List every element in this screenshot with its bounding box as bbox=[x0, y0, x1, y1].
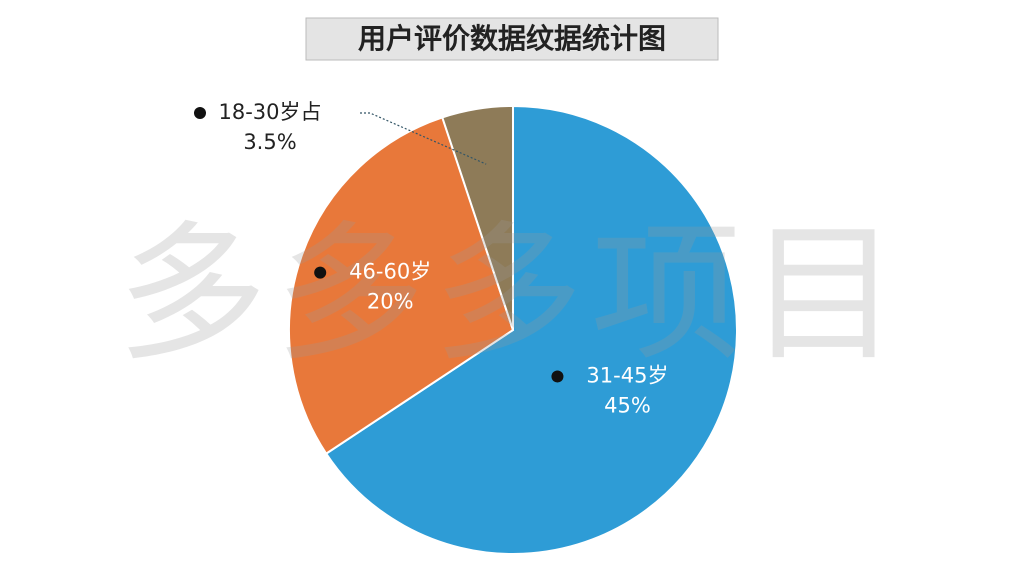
title-box bbox=[305, 17, 719, 61]
pie bbox=[288, 104, 738, 555]
value-label: 45% bbox=[604, 393, 651, 417]
watermark: 多多多项目 bbox=[117, 208, 907, 382]
slice-label: 31-45岁 bbox=[586, 363, 668, 387]
leader-line bbox=[360, 112, 487, 165]
value-label: 20% bbox=[367, 290, 414, 314]
labels: 31-45岁 45% 46-60岁 20% 18-30岁占 3.5% bbox=[194, 100, 668, 417]
label-dot bbox=[314, 266, 327, 279]
value-label: 3.5% bbox=[243, 130, 296, 154]
pie-slice bbox=[288, 116, 515, 456]
label-dot bbox=[551, 370, 564, 383]
chart-title: 用户评价数据纹据统计图 bbox=[358, 22, 666, 55]
pie-slice bbox=[441, 104, 514, 331]
slice-label: 18-30岁占 bbox=[218, 100, 321, 124]
slice-label: 46-60岁 bbox=[349, 260, 431, 284]
pie-slice bbox=[324, 104, 738, 555]
label-dot bbox=[194, 107, 206, 119]
